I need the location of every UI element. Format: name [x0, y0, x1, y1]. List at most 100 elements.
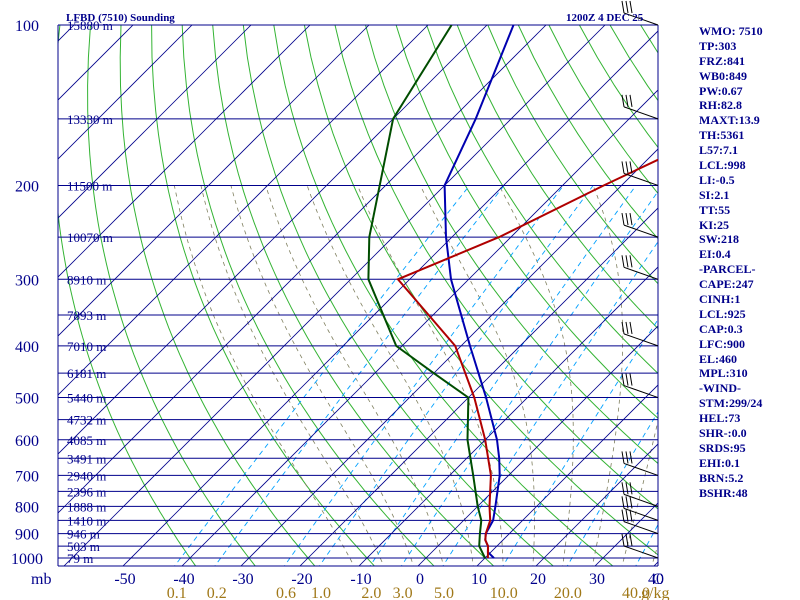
mixing-ratio-tick-label: 1.0 — [311, 585, 331, 600]
sounding-index: -WIND- — [699, 381, 741, 396]
moist-adiabat — [419, 185, 535, 566]
height-label: 79 m — [67, 551, 93, 566]
isotherm — [58, 25, 193, 160]
height-label: 7893 m — [67, 308, 106, 323]
isotherm — [58, 25, 488, 455]
height-label: 503 m — [67, 539, 100, 554]
wind-barb — [621, 255, 659, 280]
sounding-index: SRDS:95 — [699, 440, 746, 455]
wind-barb — [621, 94, 659, 120]
wind-barb-staff — [623, 507, 659, 521]
wind-barb-flag — [629, 373, 633, 386]
wind-barb-staff — [623, 521, 659, 535]
wind-barb-staff — [623, 493, 659, 507]
temperature-tick-label: -50 — [114, 571, 135, 588]
pressure-tick-label: 1000 — [11, 551, 43, 568]
sounding-index: CAPE:247 — [699, 277, 754, 292]
temperature-tick-label: -40 — [173, 571, 194, 588]
wind-barb-flag — [625, 321, 629, 334]
sounding-index: HEL:73 — [699, 411, 741, 426]
chart-title: LFBD (7510) Sounding — [66, 12, 175, 24]
temperature-tick-label: -10 — [350, 571, 371, 588]
isobars — [57, 24, 659, 567]
sounding-index: RH:82.8 — [699, 98, 742, 113]
isotherm — [181, 89, 658, 566]
dry-adiabat — [87, 25, 256, 566]
mixing-ratio-tick-label: 0.2 — [207, 585, 227, 600]
mixing-ratio-line — [369, 185, 637, 566]
pressure-tick-label: 700 — [15, 468, 39, 485]
wind-barb-flag — [629, 482, 633, 495]
wind-barb — [621, 509, 659, 535]
pressure-axis-label: mb — [31, 571, 51, 588]
sounding-index: FRZ:841 — [699, 53, 745, 68]
isotherm — [58, 25, 311, 278]
wind-barb-flag — [629, 94, 633, 107]
sounding-index: MAXT:13.9 — [699, 113, 760, 128]
moist-adiabat — [265, 185, 444, 566]
sounding-index: CINH:1 — [699, 292, 741, 307]
wind-barb-flag — [625, 0, 629, 14]
height-label: 6181 m — [67, 366, 106, 381]
wind-barb — [621, 533, 659, 559]
sounding-index: LFC:900 — [699, 336, 745, 351]
wind-barb-flag — [625, 255, 629, 268]
sounding-index: LCL:998 — [699, 158, 746, 173]
mixing-ratio-line — [318, 185, 594, 566]
moist-adiabat — [230, 185, 415, 566]
temperature-tick-label: 0 — [416, 571, 424, 588]
height-label: 2396 m — [67, 484, 106, 499]
dry-adiabat — [119, 25, 316, 566]
moist-adiabat — [173, 185, 355, 566]
dry-adiabat — [395, 25, 658, 419]
height-label: 2940 m — [67, 468, 106, 483]
sounding-index: WB0:849 — [699, 68, 747, 83]
wind-barb-staff — [623, 385, 659, 399]
mixing-ratio-tick-label: 0.1 — [167, 585, 187, 600]
mixing-ratio-line — [174, 185, 470, 566]
temperature-tick-label: 30 — [589, 571, 605, 588]
temperature-tick-label: 40 — [648, 571, 664, 588]
mixing-ratio-line — [502, 318, 658, 566]
wind-barb-staff — [623, 266, 659, 280]
pressure-tick-label: 300 — [15, 272, 39, 289]
wind-barb-flag — [625, 161, 629, 174]
height-label: 1888 m — [67, 499, 106, 514]
mixing-ratio-tick-label: 2.0 — [361, 585, 381, 600]
height-label: 4732 m — [67, 413, 106, 428]
sounding-index: LI:-0.5 — [699, 172, 735, 187]
wind-barb-flag — [625, 496, 629, 509]
wind-barb — [621, 321, 659, 347]
pressure-tick-label: 900 — [15, 527, 39, 544]
mixing-ratio-tick-label: 40.0 — [622, 585, 650, 600]
mixing-ratio-line — [283, 185, 564, 566]
wind-barb-staff — [623, 462, 659, 476]
wind-barb — [621, 373, 659, 399]
moist-adiabat — [591, 185, 624, 566]
mixing-ratio-tick-label: 10.0 — [490, 585, 518, 600]
mixing-ratio-line — [400, 190, 658, 566]
isotherm — [58, 25, 252, 219]
height-label: 15880 m — [67, 18, 113, 33]
wind-barb-flag — [629, 161, 633, 174]
wind-barb-flag — [629, 213, 633, 226]
sounding-index: EHI:0.1 — [699, 455, 741, 470]
sounding-index: SW:218 — [699, 232, 740, 247]
wind-barb-flag — [621, 255, 625, 268]
wind-barb-flag — [629, 509, 633, 522]
isotherm — [58, 25, 547, 514]
height-label: 10070 m — [67, 230, 113, 245]
wind-barb-flag — [621, 373, 625, 386]
wind-barb-flag — [621, 496, 625, 509]
mixing-ratio-tick-label: 3.0 — [393, 585, 413, 600]
profile-lines — [367, 25, 658, 559]
mixing-ratio-tick-label: 20.0 — [554, 585, 582, 600]
wind-barb-flag — [621, 482, 625, 495]
sounding-index: BSHR:48 — [699, 485, 748, 500]
height-label: 946 m — [67, 527, 100, 542]
pressure-tick-label: 400 — [15, 339, 39, 356]
pressure-tick-label: 500 — [15, 391, 39, 408]
mixing-ratio-line — [635, 523, 658, 566]
temperature-tick-label: 20 — [530, 571, 546, 588]
mixing-ratio-line — [442, 240, 658, 566]
